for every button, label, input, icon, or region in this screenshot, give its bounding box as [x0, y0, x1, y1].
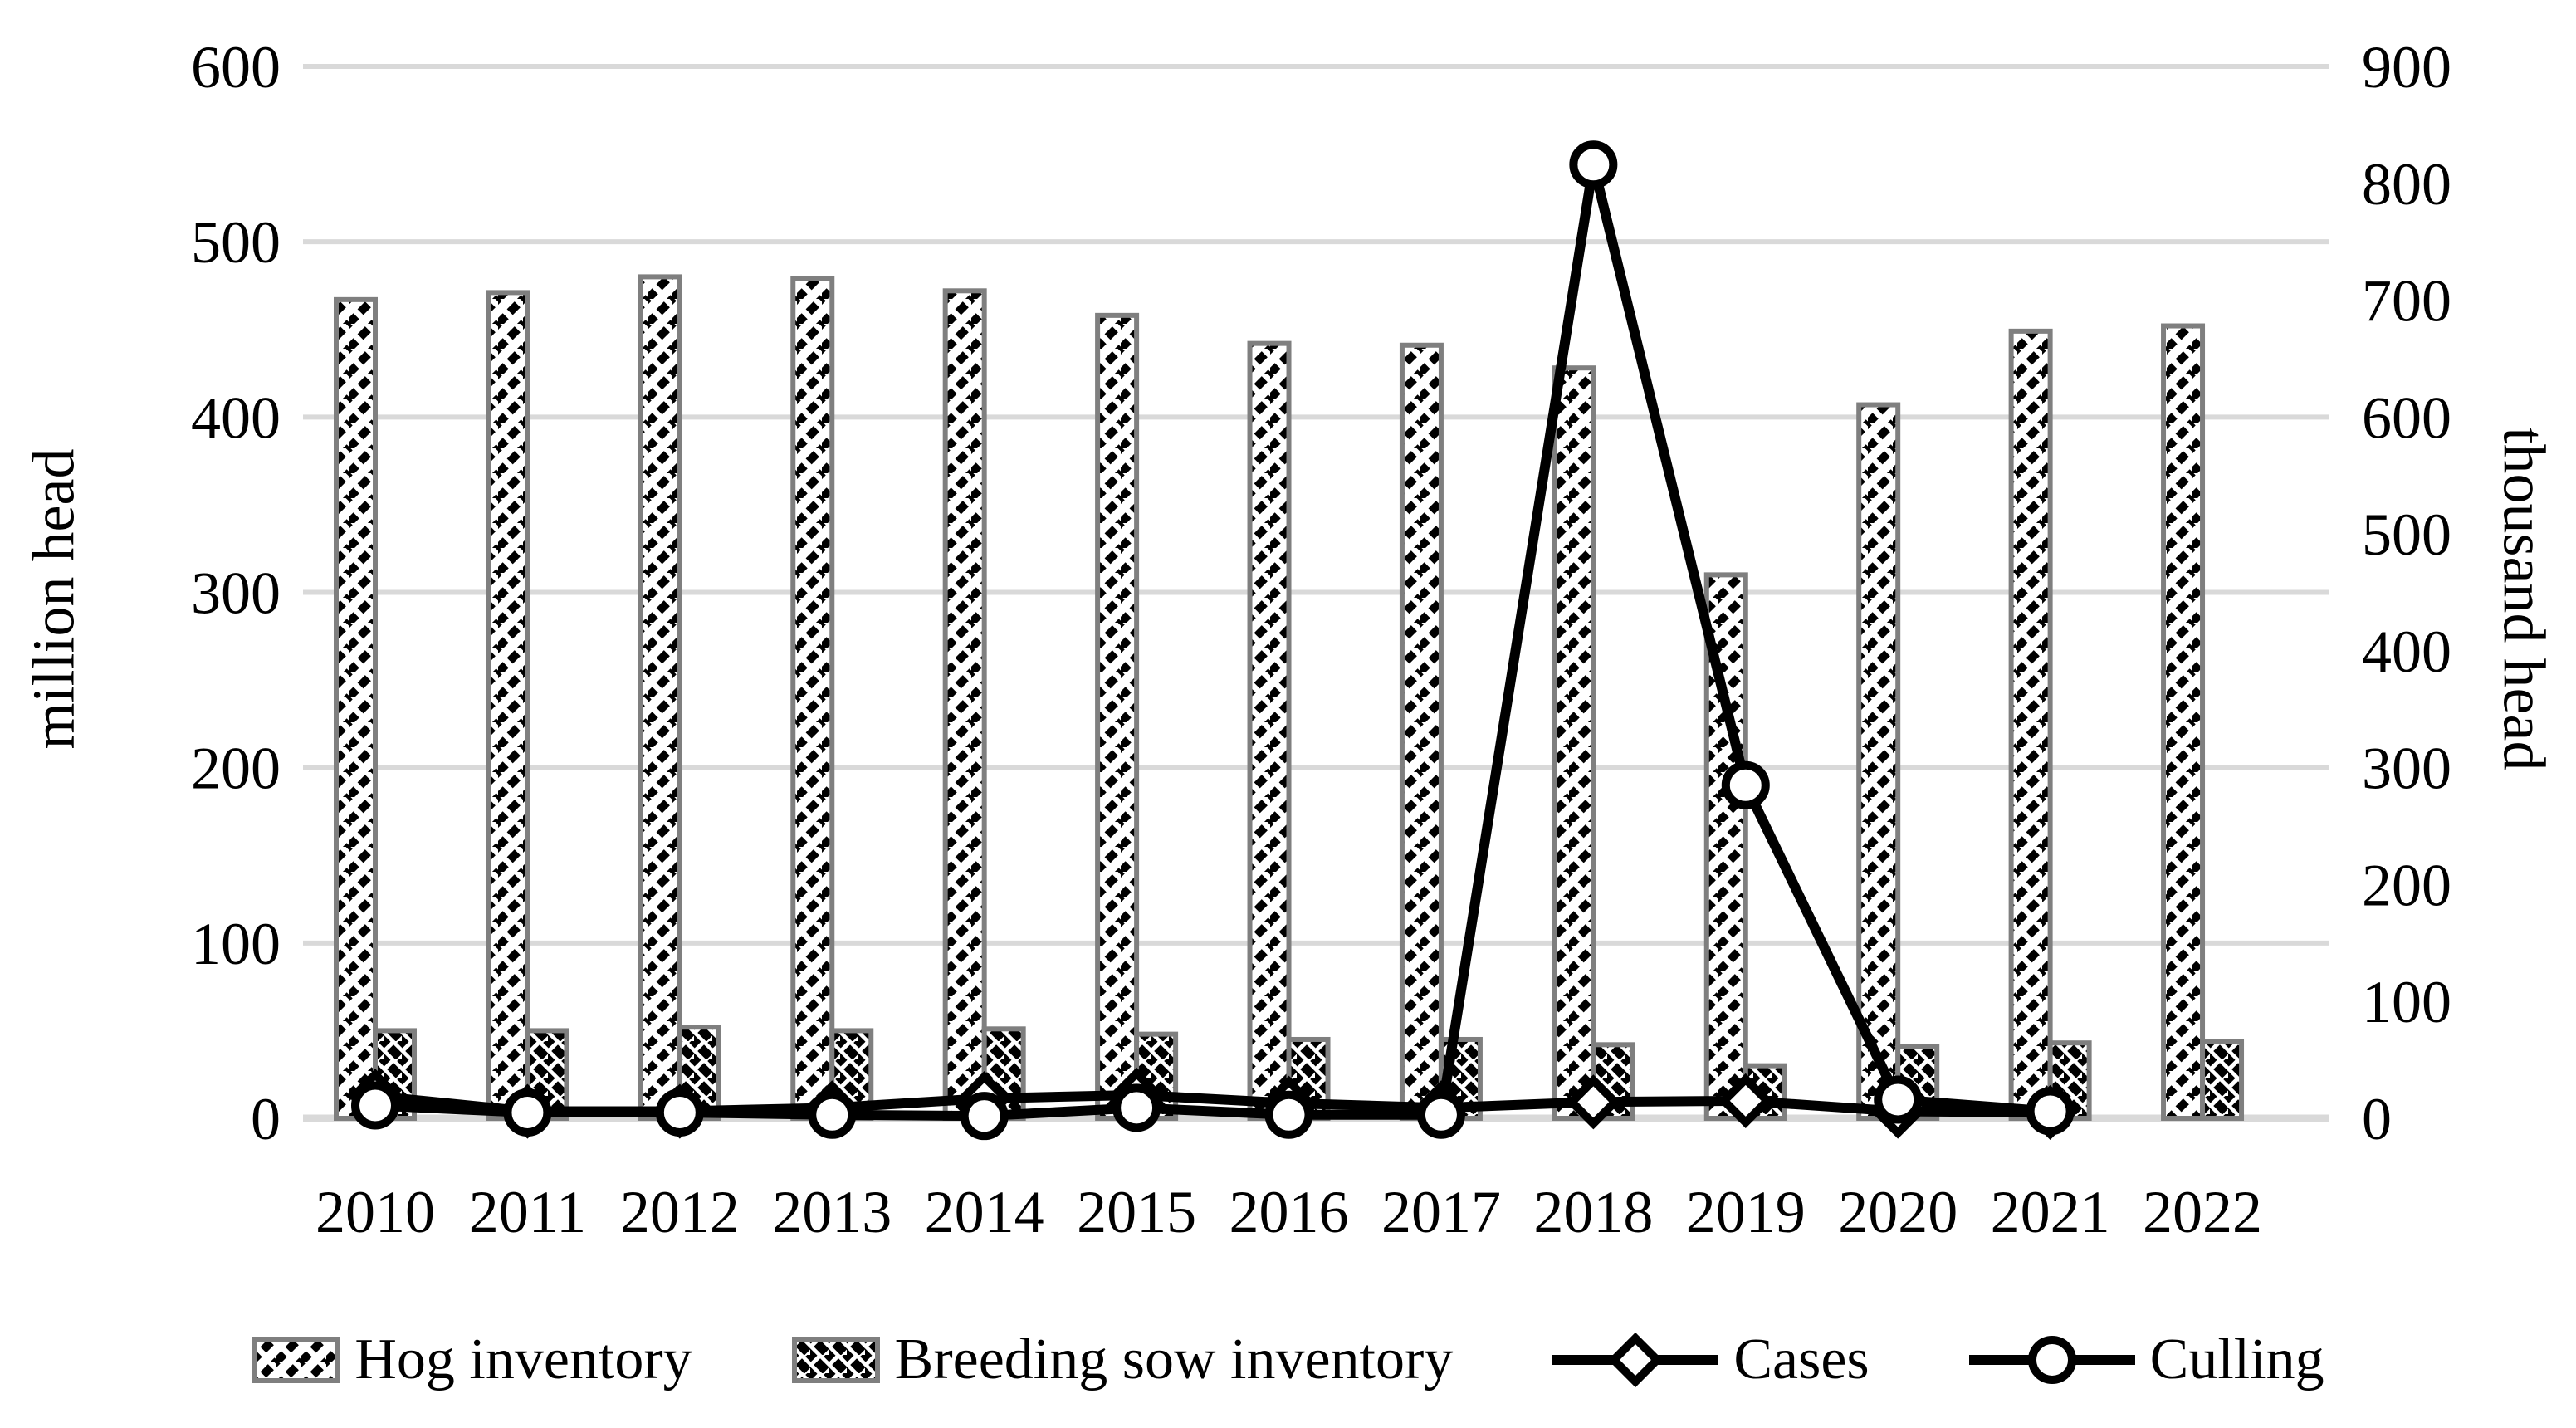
left-axis-tick-label: 300 — [191, 560, 281, 627]
culling-circle-marker — [655, 1088, 704, 1137]
bar-hog-2017 — [1399, 342, 1444, 1121]
right-axis-tick-label: 500 — [2362, 501, 2451, 568]
right-axis-tick-label: 400 — [2362, 619, 2451, 685]
culling-circle-marker — [351, 1081, 399, 1130]
culling-circle-marker — [1264, 1090, 1313, 1139]
x-axis-year-label: 2012 — [620, 1179, 740, 1245]
culling-circle-marker — [1721, 760, 1770, 809]
cases-diamond-marker — [1566, 1074, 1621, 1130]
x-axis-year-label: 2017 — [1381, 1179, 1501, 1245]
culling-circle-marker — [1112, 1083, 1161, 1132]
right-axis-tick-label: 700 — [2362, 268, 2451, 335]
right-axis-tick-label: 900 — [2362, 34, 2451, 100]
culling-circle-marker — [2026, 1087, 2075, 1136]
culling-circle-marker — [1569, 140, 1618, 189]
x-axis-year-label: 2011 — [469, 1179, 586, 1245]
right-axis-tick-label: 200 — [2362, 852, 2451, 918]
culling-line — [374, 163, 2051, 1122]
right-axis-tick-label: 100 — [2362, 969, 2451, 1035]
left-axis-tick-label: 0 — [251, 1086, 281, 1152]
bar-hog-2012 — [638, 274, 682, 1121]
bar-hog-2011 — [486, 290, 530, 1121]
culling-line-circle-icon — [1968, 1336, 2135, 1384]
bar-hog-2016 — [1247, 340, 1292, 1122]
right-axis-tick-label: 0 — [2362, 1086, 2392, 1152]
bar-hog-2018 — [1552, 365, 1596, 1121]
legend-label-culling: Culling — [2149, 1328, 2324, 1391]
x-axis-year-label: 2016 — [1229, 1179, 1349, 1245]
line-series — [347, 140, 2078, 1141]
x-axis-year-label: 2022 — [2143, 1179, 2262, 1245]
right-axis-tick-label: 800 — [2362, 151, 2451, 218]
axis-tick-labels: 0 100 200 300 400 500 600 0 100 200 300 400 500 600 70… — [191, 34, 2451, 1245]
x-axis-year-label: 2019 — [1686, 1179, 1806, 1245]
cases-line-diamond-icon — [1552, 1332, 1719, 1388]
left-axis-tick-label: 200 — [191, 736, 281, 802]
bar-hog-2022 — [2161, 323, 2206, 1121]
left-axis-title: million head — [20, 448, 87, 750]
bar-hog-2021 — [2008, 328, 2053, 1121]
bar-hog-2010 — [334, 296, 378, 1121]
culling-circle-marker — [808, 1090, 857, 1139]
legend-label-hog-inventory: Hog inventory — [354, 1328, 692, 1391]
legend-item-breeding-sow-inventory: Breeding sow inventory — [791, 1327, 1454, 1393]
x-axis-year-label: 2013 — [772, 1179, 892, 1245]
sow-swatch-icon — [791, 1337, 880, 1383]
left-axis-tick-label: 400 — [191, 384, 281, 451]
bar-hog-2014 — [942, 288, 987, 1121]
hog-swatch-icon — [252, 1337, 340, 1383]
legend-item-culling: Culling — [1968, 1327, 2324, 1393]
right-axis-title: thousand head — [2490, 427, 2558, 771]
culling-circle-marker — [960, 1092, 1009, 1141]
culling-circle-marker — [1874, 1075, 1923, 1124]
bar-hog-2020 — [1856, 402, 1901, 1121]
x-axis-year-label: 2020 — [1838, 1179, 1958, 1245]
cases-diamond-marker — [1718, 1073, 1773, 1128]
legend-item-cases: Cases — [1552, 1327, 1870, 1393]
culling-circle-marker — [503, 1088, 552, 1137]
bar-hog-2013 — [790, 276, 835, 1121]
legend: Hog inventory Breeding sow inventory Cas… — [0, 1327, 2576, 1393]
left-axis-tick-label: 600 — [191, 34, 281, 100]
legend-label-breeding-sow-inventory: Breeding sow inventory — [894, 1328, 1454, 1391]
culling-circle-marker — [1416, 1090, 1465, 1139]
x-axis-year-label: 2014 — [925, 1179, 1044, 1245]
x-axis-year-label: 2015 — [1077, 1179, 1196, 1245]
x-axis-year-label: 2010 — [315, 1179, 435, 1245]
right-axis-tick-label: 600 — [2362, 384, 2451, 451]
bar-sow-2022 — [2200, 1039, 2245, 1121]
legend-item-hog-inventory: Hog inventory — [252, 1327, 692, 1393]
legend-label-cases: Cases — [1733, 1328, 1870, 1391]
x-axis-year-label: 2021 — [1991, 1179, 2110, 1245]
bar-series — [334, 274, 2245, 1122]
right-axis-tick-label: 300 — [2362, 736, 2451, 802]
left-axis-tick-label: 100 — [191, 911, 281, 977]
bar-hog-2015 — [1095, 312, 1140, 1121]
left-axis-tick-label: 500 — [191, 209, 281, 276]
x-axis-year-label: 2018 — [1533, 1179, 1653, 1245]
